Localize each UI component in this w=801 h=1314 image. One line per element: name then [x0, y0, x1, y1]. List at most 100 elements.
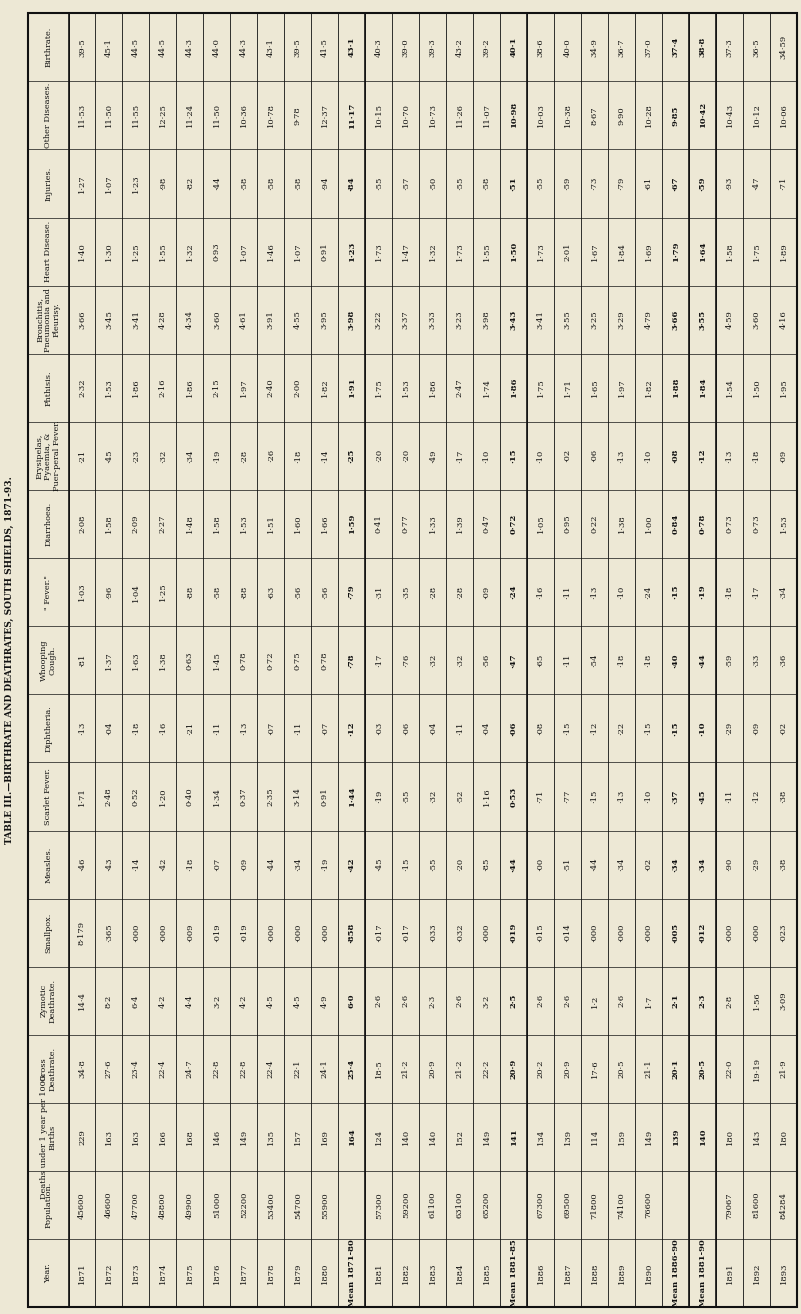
Text: ·000: ·000: [267, 924, 275, 942]
Text: Birthrate.: Birthrate.: [44, 28, 52, 67]
Text: 0·75: 0·75: [294, 650, 302, 670]
Text: 2·6: 2·6: [618, 995, 626, 1008]
Text: 2·09: 2·09: [132, 515, 140, 533]
Text: ·15: ·15: [645, 721, 653, 735]
Text: ·04: ·04: [483, 721, 491, 735]
Text: 22·0: 22·0: [726, 1060, 734, 1079]
Text: ·21: ·21: [78, 449, 86, 463]
Text: 17·6: 17·6: [590, 1059, 598, 1079]
Text: ·79: ·79: [618, 177, 626, 191]
Text: ·55: ·55: [402, 790, 410, 803]
Text: ·93: ·93: [726, 177, 734, 191]
Text: 1·46: 1·46: [267, 242, 275, 261]
Text: 11·50: 11·50: [213, 104, 221, 127]
Text: ·18: ·18: [186, 858, 194, 871]
Text: ·81: ·81: [78, 653, 86, 668]
Text: 1877: 1877: [239, 1263, 248, 1284]
Text: 22·2: 22·2: [483, 1060, 491, 1079]
Text: 1·84: 1·84: [618, 242, 626, 261]
Text: ·36: ·36: [779, 653, 787, 668]
Text: ·012: ·012: [698, 922, 706, 943]
Text: ·10: ·10: [698, 721, 706, 736]
Text: 1893: 1893: [779, 1263, 787, 1284]
Text: 1·73: 1·73: [375, 242, 383, 261]
Text: 3·55: 3·55: [698, 310, 706, 330]
Text: 1·16: 1·16: [483, 787, 491, 805]
Text: 2·32: 2·32: [78, 378, 86, 397]
Text: Deaths under 1 year per 1000
Births: Deaths under 1 year per 1000 Births: [40, 1075, 57, 1200]
Text: ·37: ·37: [671, 790, 679, 804]
Text: ·59: ·59: [726, 653, 734, 668]
Text: ·000: ·000: [752, 924, 760, 942]
Text: ·000: ·000: [159, 924, 167, 942]
Text: 34·59: 34·59: [779, 35, 787, 59]
Text: 41·5: 41·5: [321, 38, 329, 57]
Text: 1873: 1873: [132, 1263, 140, 1284]
Text: 1·63: 1·63: [132, 650, 140, 670]
Text: ·023: ·023: [779, 924, 787, 942]
Text: 1·23: 1·23: [348, 242, 356, 261]
Text: 20·1: 20·1: [671, 1059, 679, 1079]
Text: ·38: ·38: [779, 790, 787, 803]
Text: ·04: ·04: [429, 721, 437, 735]
Text: 229: 229: [78, 1129, 86, 1144]
Text: 1·37: 1·37: [105, 650, 113, 670]
Text: ·017: ·017: [375, 924, 383, 942]
Text: 0·91: 0·91: [321, 787, 329, 805]
Text: ·34: ·34: [779, 586, 787, 599]
Text: ·77: ·77: [564, 790, 572, 803]
Text: 3·09: 3·09: [779, 992, 787, 1010]
Text: 139: 139: [564, 1129, 572, 1146]
Text: Mean 1881-85: Mean 1881-85: [509, 1239, 517, 1307]
Text: Smallpox.: Smallpox.: [44, 913, 52, 953]
Text: ·49: ·49: [429, 449, 437, 463]
Text: 1·04: 1·04: [132, 583, 140, 602]
Text: 2·47: 2·47: [456, 378, 464, 397]
Text: 0·53: 0·53: [509, 787, 517, 807]
Text: ·06: ·06: [509, 721, 517, 736]
Text: 1·79: 1·79: [671, 242, 679, 261]
Text: 1886: 1886: [537, 1263, 545, 1284]
Text: 1·58: 1·58: [213, 515, 221, 533]
Text: 1·82: 1·82: [645, 378, 653, 397]
Text: 59200: 59200: [402, 1192, 410, 1218]
Text: ·59: ·59: [564, 177, 572, 191]
Text: Population.: Population.: [44, 1183, 52, 1229]
Text: 1·7: 1·7: [645, 995, 653, 1008]
Text: 4·59: 4·59: [726, 310, 734, 328]
Text: 1876: 1876: [213, 1263, 221, 1284]
Text: 163: 163: [132, 1129, 140, 1144]
Text: 3·2: 3·2: [483, 995, 491, 1008]
Text: ·009: ·009: [186, 924, 194, 942]
Text: ·000: ·000: [726, 924, 734, 942]
Text: 1·53: 1·53: [779, 515, 787, 533]
Text: ·42: ·42: [159, 858, 167, 871]
Text: ·71: ·71: [779, 177, 787, 191]
Text: ·11: ·11: [213, 721, 221, 735]
Text: 3·60: 3·60: [213, 310, 221, 328]
Text: ·38: ·38: [779, 858, 787, 871]
Text: 51000: 51000: [213, 1192, 221, 1218]
Text: 3·55: 3·55: [564, 310, 572, 328]
Text: 4·61: 4·61: [239, 310, 248, 328]
Text: ·12: ·12: [698, 448, 706, 463]
Text: 39·5: 39·5: [294, 38, 302, 57]
Text: ·26: ·26: [267, 449, 275, 463]
Text: 164: 164: [348, 1129, 356, 1146]
Text: 1·65: 1·65: [590, 378, 598, 397]
Text: 39·5: 39·5: [78, 38, 86, 57]
Text: 166: 166: [159, 1129, 167, 1144]
Text: 36·5: 36·5: [752, 38, 760, 57]
Text: 11·53: 11·53: [78, 104, 86, 127]
Text: Zymotic
Deathrate.: Zymotic Deathrate.: [40, 979, 57, 1024]
Text: 6·4: 6·4: [132, 995, 140, 1008]
Text: ·000: ·000: [590, 924, 598, 942]
Text: 149: 149: [645, 1129, 653, 1146]
Text: 4·5: 4·5: [267, 995, 275, 1008]
Text: ·71: ·71: [537, 790, 545, 803]
Text: ·000: ·000: [645, 924, 653, 942]
Text: 1·73: 1·73: [456, 242, 464, 261]
Text: 2·3: 2·3: [698, 993, 706, 1008]
Text: ·17: ·17: [375, 653, 383, 668]
Text: 25·4: 25·4: [348, 1059, 356, 1079]
